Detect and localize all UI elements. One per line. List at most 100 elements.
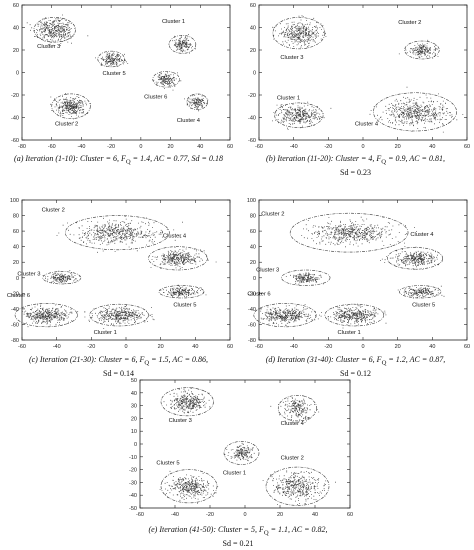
- cluster-points: [150, 246, 217, 269]
- y-tick-label: -20: [11, 291, 19, 297]
- panel-a: -80 -60 -40 -20 0 20 40 60 -60 -40 -20 0 20 40 60 Clust…: [0, 0, 237, 175]
- plot-frame: [21, 4, 231, 141]
- x-tick-label: 60: [227, 344, 233, 350]
- cluster-boundary: [65, 215, 170, 251]
- x-tick-label: 40: [197, 144, 203, 150]
- y-tick-label: -50: [129, 506, 137, 512]
- cluster-boundary: [253, 303, 317, 328]
- cluster-boundary: [274, 102, 324, 128]
- caption-e: (e) Iteration (41-50): Cluster = 5, FQ =…: [148, 525, 328, 548]
- cluster-points: [285, 272, 324, 286]
- x-tick-label: 40: [429, 344, 435, 350]
- cluster-points: [272, 15, 327, 48]
- cluster-cluster-4: Cluster 4: [380, 232, 444, 270]
- y-tick-label: -20: [248, 291, 256, 297]
- cluster-boundary: [168, 35, 197, 54]
- cluster-label: Cluster 5: [156, 460, 179, 466]
- cluster-label: Cluster 4: [410, 232, 434, 238]
- cluster-boundary: [404, 40, 440, 60]
- cluster-label: Cluster 1: [277, 96, 300, 102]
- cluster-label: Cluster 2: [281, 455, 304, 461]
- x-tick-label: -20: [87, 344, 95, 350]
- y-tick-label: 40: [250, 245, 256, 251]
- cluster-label: Cluster 3: [17, 271, 40, 277]
- cluster-boundary: [89, 303, 149, 327]
- cluster-points: [22, 304, 86, 328]
- y-tick-label: 100: [247, 198, 256, 204]
- cluster-points: [163, 387, 211, 416]
- cluster-label: Cluster 4: [355, 121, 379, 127]
- y-tick-label: 20: [13, 260, 19, 266]
- x-tick-label: 40: [429, 144, 435, 150]
- cluster-label: Cluster 1: [94, 330, 117, 336]
- cluster-boundary: [148, 246, 208, 271]
- y-tick-label: -20: [248, 93, 256, 99]
- x-tick-label: -60: [48, 144, 56, 150]
- x-tick-label: 0: [243, 512, 246, 518]
- cluster-cluster-2: Cluster 2: [261, 212, 417, 253]
- cluster-points: [397, 285, 445, 299]
- x-tick-label: -60: [18, 344, 26, 350]
- cluster-cluster-1: Cluster 1: [319, 303, 387, 336]
- x-tick-label: 20: [168, 144, 174, 150]
- y-tick-label: -10: [129, 455, 137, 461]
- scatter-plot-a: -80 -60 -40 -20 0 20 40 60-60-40-200204060Clust…: [11, 3, 233, 150]
- x-tick-label: 0: [361, 144, 364, 150]
- plot-frame: [21, 199, 231, 341]
- cluster-boundary: [186, 93, 209, 110]
- x-tick-label: 60: [464, 144, 470, 150]
- y-tick-label: 20: [13, 48, 19, 54]
- cluster-boundary: [51, 93, 91, 119]
- x-tick-label: 20: [158, 344, 164, 350]
- cluster-cluster-2: Cluster 2: [50, 93, 91, 127]
- cluster-points: [26, 14, 89, 46]
- y-tick-label: -40: [129, 493, 137, 499]
- y-tick-label: 40: [250, 26, 256, 32]
- cluster-label: Cluster 6: [247, 292, 270, 298]
- caption-d: (d) Iteration (31-40): Cluster = 6, FQ =…: [265, 355, 446, 378]
- cluster-points: [160, 284, 207, 298]
- x-tick-label: 20: [395, 144, 401, 150]
- cluster-label: Cluster 1: [338, 330, 361, 336]
- y-tick-label: 0: [16, 276, 19, 282]
- panel-c: -60 -40 -20 0 20 40 60 -80 -60 -40 -20 0 20 40 60 80 100…: [0, 195, 237, 380]
- y-tick-label: 30: [131, 404, 137, 410]
- x-tick-label: 0: [139, 144, 142, 150]
- caption-b: (b) Iteration (11-20): Cluster = 4, FQ =…: [266, 154, 445, 177]
- y-tick-label: -40: [248, 307, 256, 313]
- cluster-boundary: [386, 247, 444, 270]
- y-tick-label: -40: [11, 116, 19, 122]
- x-tick-label: -20: [324, 144, 332, 150]
- cluster-points: [184, 94, 209, 112]
- x-tick-label: 20: [395, 344, 401, 350]
- x-tick-label: 60: [464, 344, 470, 350]
- y-tick-label: -60: [11, 138, 19, 144]
- cluster-cluster-6: Cluster 6: [7, 293, 86, 328]
- cluster-points: [319, 303, 387, 329]
- x-tick-label: -20: [107, 144, 115, 150]
- y-tick-label: 40: [13, 26, 19, 32]
- cluster-boundary: [152, 71, 180, 88]
- cluster-label: Cluster 6: [144, 94, 167, 100]
- cluster-label: Cluster 4: [163, 233, 187, 239]
- cluster-label: Cluster 5: [103, 71, 126, 77]
- y-tick-label: -80: [11, 338, 19, 344]
- x-tick-label: -60: [255, 344, 263, 350]
- cluster-points: [224, 442, 255, 462]
- y-tick-label: 60: [13, 3, 19, 9]
- x-tick-label: -80: [18, 144, 26, 150]
- cluster-boundary: [373, 92, 457, 132]
- scatter-plot-b: -60 -40 -20 0 20 40 60 -60 -40 -20 0 20 40 60 Cluster …: [248, 3, 470, 150]
- cluster-cluster-2: Cluster 2: [42, 208, 183, 253]
- cluster-cluster-4: Cluster 4: [355, 86, 464, 133]
- x-tick-label: 60: [347, 512, 353, 518]
- cluster-label: Cluster 4: [177, 118, 201, 124]
- caption-a: (a) Iteration (1-10): Cluster = 6, FQ = …: [14, 154, 223, 166]
- y-tick-label: 40: [13, 245, 19, 251]
- y-tick-label: -40: [11, 307, 19, 313]
- cluster-boundary: [14, 303, 78, 328]
- x-tick-label: -20: [324, 344, 332, 350]
- cluster-points: [272, 101, 332, 130]
- x-tick-label: -40: [171, 512, 179, 518]
- y-tick-label: -20: [11, 93, 19, 99]
